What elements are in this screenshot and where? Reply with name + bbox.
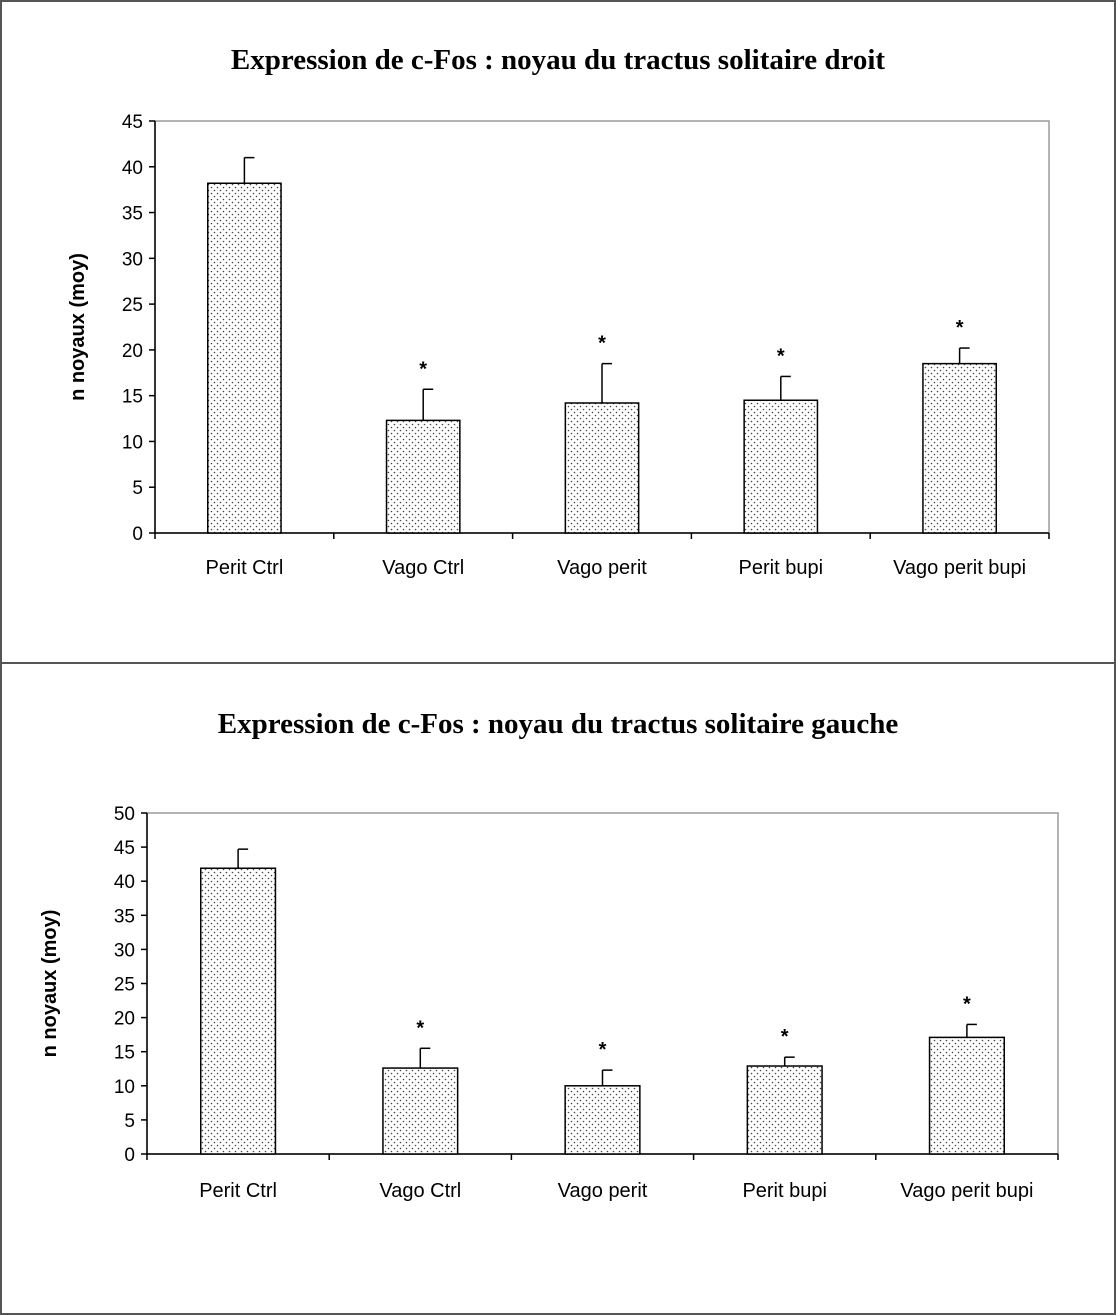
bar — [206, 182, 282, 534]
bar-chart-right: 0 5 10 15 20 25 30 35 40 45 n noyaux (moy) Perit Ct… — [67, 112, 1050, 579]
bar-chart-left: 0 5 10 15 20 25 30 35 40 45 50 n noyaux (moy) Perit … — [39, 804, 1059, 1202]
significance-marker: * — [777, 345, 785, 367]
significance-marker: * — [598, 333, 606, 355]
y-tick-label: 35 — [114, 906, 135, 927]
bar — [928, 1036, 1006, 1155]
significance-marker: * — [963, 993, 971, 1015]
y-tick-label: 45 — [122, 112, 143, 133]
panel-divider — [0, 662, 1116, 664]
significance-marker: * — [781, 1026, 789, 1048]
x-tick-label: Perit Ctrl — [206, 557, 284, 579]
x-tick-label: Vago perit bupi — [900, 1180, 1033, 1202]
x-tick-label: Vago perit bupi — [893, 557, 1026, 579]
chart-title: Expression de c-Fos : noyau du tractus s… — [217, 708, 899, 740]
y-tick-label: 40 — [114, 872, 135, 893]
significance-marker: * — [416, 1017, 424, 1039]
x-tick-label: Vago Ctrl — [382, 557, 464, 579]
chart-panel-left: Expression de c-Fos : noyau du tractus s… — [0, 664, 1116, 1315]
x-tick-label: Perit Ctrl — [199, 1180, 277, 1202]
y-tick-label: 50 — [114, 804, 135, 825]
y-tick-label: 0 — [132, 524, 143, 545]
y-tick-label: 30 — [122, 249, 143, 270]
significance-marker: * — [419, 358, 427, 380]
x-tick-label: Perit bupi — [739, 557, 824, 579]
y-tick-label: 15 — [114, 1043, 135, 1064]
bar — [564, 1085, 641, 1155]
y-tick-label: 0 — [124, 1145, 135, 1166]
x-tick-label: Vago perit — [557, 557, 647, 579]
bar — [564, 402, 640, 534]
x-tick-label: Perit bupi — [742, 1180, 827, 1202]
x-tick-label: Vago Ctrl — [379, 1180, 461, 1202]
x-tick-label: Vago perit — [558, 1180, 648, 1202]
y-tick-label: 35 — [122, 204, 143, 225]
bar — [382, 1067, 459, 1155]
y-tick-label: 10 — [114, 1077, 135, 1098]
y-tick-label: 20 — [122, 341, 143, 362]
y-axis-label: n noyaux (moy) — [39, 910, 61, 1058]
y-tick-label: 20 — [114, 1009, 135, 1030]
chart-title: Expression de c-Fos : noyau du tractus s… — [230, 44, 886, 76]
y-tick-label: 25 — [122, 295, 143, 316]
y-tick-label: 5 — [124, 1111, 135, 1132]
bar — [199, 867, 277, 1155]
y-tick-label: 25 — [114, 975, 135, 996]
y-tick-label: 10 — [122, 432, 143, 453]
bar — [922, 362, 998, 534]
y-tick-label: 45 — [114, 838, 135, 859]
significance-marker: * — [956, 317, 964, 339]
y-tick-label: 40 — [122, 158, 143, 179]
bar — [385, 419, 461, 534]
y-tick-label: 15 — [122, 387, 143, 408]
chart-panel-right: Expression de c-Fos : noyau du tractus s… — [67, 44, 1050, 579]
y-tick-label: 30 — [114, 940, 135, 961]
y-axis-label: n noyaux (moy) — [67, 253, 89, 401]
bar — [746, 1065, 823, 1155]
y-tick-label: 5 — [132, 478, 143, 499]
bar — [743, 399, 819, 534]
significance-marker: * — [599, 1039, 607, 1061]
